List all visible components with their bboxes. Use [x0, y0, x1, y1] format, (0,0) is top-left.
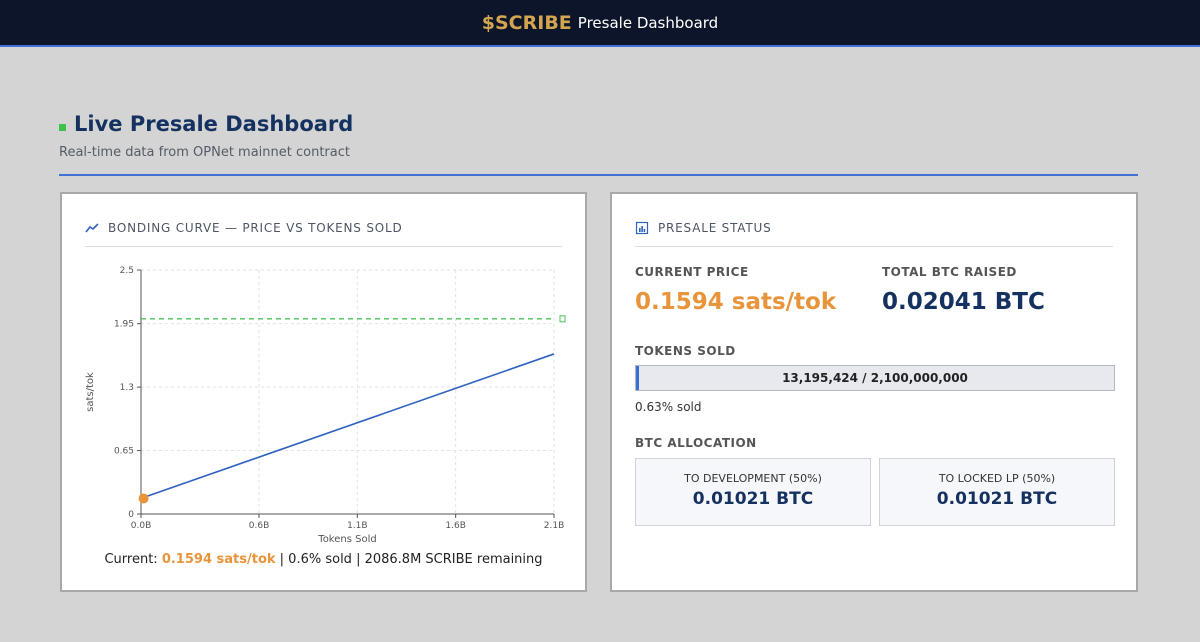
tokens-sold-text: 13,195,424 / 2,100,000,000	[782, 371, 968, 385]
top-bar: $SCRIBE Presale Dashboard	[0, 0, 1200, 47]
allocation-locked-lp: TO LOCKED LP (50%) 0.01021 BTC	[879, 458, 1115, 526]
chart-title: BONDING CURVE — PRICE VS TOKENS SOLD	[108, 220, 403, 235]
tokens-sold-label: TOKENS SOLD	[635, 344, 736, 358]
y-tick-label: 2.5	[120, 266, 134, 276]
allocation-development-label: TO DEVELOPMENT (50%)	[684, 472, 822, 485]
chart-card-header: BONDING CURVE — PRICE VS TOKENS SOLD	[85, 217, 562, 247]
page-subtitle: Real-time data from OPNet mainnet contra…	[59, 145, 350, 160]
allocation-label: BTC ALLOCATION	[635, 436, 757, 450]
x-tick-label: 0.6B	[249, 521, 270, 531]
x-tick-label: 1.1B	[347, 521, 368, 531]
trend-line-icon	[85, 222, 99, 232]
x-tick-label: 0.0B	[131, 521, 152, 531]
brand-logo: $SCRIBE	[481, 11, 572, 34]
tokens-sold-progress-bar: 13,195,424 / 2,100,000,000	[635, 365, 1115, 391]
footer-prefix: Current:	[104, 552, 158, 567]
allocation-locked-lp-value: 0.01021 BTC	[936, 489, 1058, 509]
allocation-development-value: 0.01021 BTC	[692, 489, 814, 509]
page-title: Live Presale Dashboard	[74, 112, 354, 136]
percent-sold: 0.63% sold	[635, 400, 702, 414]
allocation-locked-lp-label: TO LOCKED LP (50%)	[938, 472, 1056, 485]
y-tick-label: 1.95	[114, 320, 134, 330]
status-card-header: PRESALE STATUS	[635, 217, 1113, 247]
x-tick-label: 2.1B	[544, 521, 565, 531]
current-price-point	[138, 493, 149, 504]
footer-current-price: 0.1594 sats/tok	[161, 552, 276, 567]
footer-remaining: | 2086.8M SCRIBE remaining	[356, 552, 543, 567]
reference-line-marker	[559, 315, 566, 323]
total-raised-label: TOTAL BTC RAISED	[882, 265, 1017, 279]
y-tick-label: 0	[128, 510, 134, 520]
total-raised-value: 0.02041 BTC	[882, 289, 1045, 315]
footer-percent-sold: | 0.6% sold	[279, 552, 352, 567]
bonding-curve-chart: 0.0B 0.6B 1.1B 1.6B 2.1B 0 0.65 1.3 1.95 2.5 Token…	[85, 266, 566, 545]
current-price-label: CURRENT PRICE	[635, 265, 749, 279]
series-line	[140, 353, 555, 500]
chart-footer: Current: 0.1594 sats/tok | 0.6% sold | 2…	[62, 552, 585, 567]
y-tick-label: 1.3	[120, 383, 134, 393]
current-price-value: 0.1594 sats/tok	[635, 289, 837, 315]
presale-status-card: PRESALE STATUS CURRENT PRICE 0.1594 sats…	[610, 192, 1138, 592]
status-title: PRESALE STATUS	[658, 220, 772, 235]
y-tick-label: 0.65	[114, 447, 134, 457]
bar-chart-icon	[635, 221, 649, 234]
progress-fill	[636, 366, 639, 390]
page-heading: Live Presale Dashboard	[59, 112, 353, 136]
x-axis-label: Tokens Sold	[317, 534, 376, 545]
app-title: Presale Dashboard	[577, 13, 719, 32]
allocation-development: TO DEVELOPMENT (50%) 0.01021 BTC	[635, 458, 871, 526]
x-tick-label: 1.6B	[445, 521, 466, 531]
bonding-curve-card: 0.0B 0.6B 1.1B 1.6B 2.1B 0 0.65 1.3 1.95 2.5 Token…	[60, 192, 587, 592]
divider	[59, 174, 1138, 176]
y-axis-label: sats/tok	[85, 372, 96, 412]
live-indicator-icon	[59, 123, 66, 131]
